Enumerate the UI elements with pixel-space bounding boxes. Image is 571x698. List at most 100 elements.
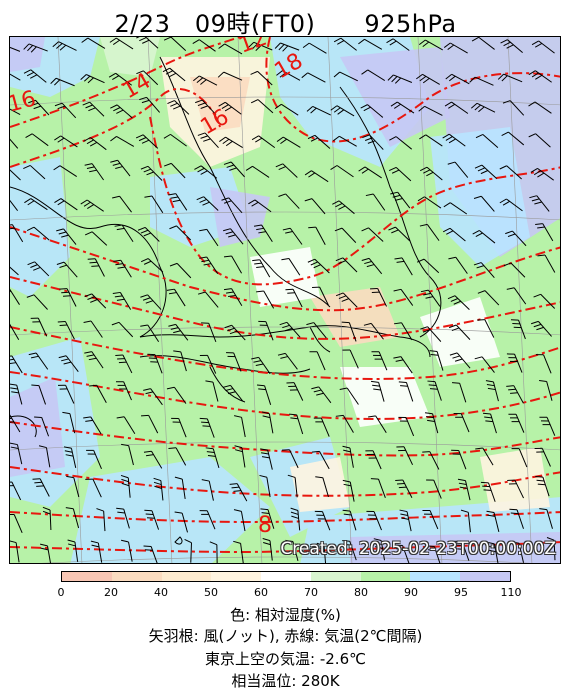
wind-barb — [301, 72, 326, 83]
wind-barb — [143, 450, 163, 469]
wind-barb — [223, 288, 243, 307]
wind-barb — [116, 416, 136, 434]
wind-barb — [218, 43, 243, 55]
wind-barb — [539, 380, 553, 401]
wind-barb — [419, 134, 443, 147]
colorbar-segment — [360, 572, 411, 581]
wind-barb — [219, 136, 243, 148]
isotherm-line — [10, 326, 560, 380]
wind-barb — [306, 105, 331, 116]
wind-barb — [473, 195, 495, 212]
wind-barb — [477, 319, 495, 338]
wind-barb — [528, 70, 552, 83]
isotherm-label: 8 — [258, 513, 272, 538]
wind-barb — [474, 164, 498, 179]
wind-barb — [57, 320, 75, 340]
isotherm-line — [265, 37, 560, 143]
longitude-line — [507, 37, 533, 563]
wind-barb — [81, 37, 106, 49]
wind-barb — [390, 101, 415, 114]
wind-barb — [111, 321, 134, 338]
wind-barb — [10, 69, 21, 81]
wind-barb — [205, 447, 220, 469]
wind-barb — [196, 196, 219, 211]
legend-wind-temp: 矢羽根: 風(ノット), 赤線: 気温(2℃間隔) — [148, 627, 423, 645]
colorbar-tick-label: 110 — [500, 586, 522, 599]
wind-barb — [25, 133, 49, 147]
wind-barb — [398, 381, 414, 402]
wind-barb — [419, 166, 443, 181]
wind-barb — [333, 37, 357, 51]
wind-barb — [141, 414, 159, 434]
wind-barb — [139, 96, 161, 113]
wind-barb — [279, 321, 301, 338]
latitude-line — [10, 211, 560, 221]
wind-barb — [394, 544, 410, 563]
wind-barb — [226, 352, 242, 372]
wind-barb — [30, 317, 48, 337]
wind-barb — [307, 134, 331, 149]
wind-barb — [485, 380, 499, 402]
wind-barb — [394, 257, 413, 276]
wind-barb — [500, 39, 523, 53]
wind-barb — [224, 324, 246, 341]
wind-barb — [195, 99, 217, 116]
wind-barb — [370, 287, 387, 307]
wind-barb — [174, 476, 186, 499]
wind-barb — [113, 259, 132, 278]
wind-barb — [314, 510, 331, 531]
wind-barb — [114, 224, 134, 243]
wind-barb — [460, 509, 471, 533]
wind-barb — [449, 352, 471, 369]
wind-barb — [62, 411, 76, 434]
coastline — [10, 186, 167, 338]
coastline — [10, 415, 37, 438]
wind-barb — [429, 350, 444, 371]
wind-barb — [248, 199, 272, 213]
wind-barb — [330, 165, 354, 178]
wind-barb — [168, 193, 188, 211]
latitude-line — [10, 96, 560, 106]
wind-barb — [10, 287, 20, 305]
wind-barb — [420, 289, 441, 307]
wind-barb — [169, 262, 192, 279]
coastline — [339, 86, 442, 338]
wind-barb — [84, 351, 104, 369]
wind-barb — [82, 101, 105, 117]
wind-barb — [393, 322, 413, 341]
wind-barb — [86, 449, 102, 470]
wind-barb — [335, 292, 358, 308]
wind-barb — [274, 42, 300, 52]
wind-barb — [486, 510, 500, 532]
wind-barb — [475, 134, 499, 149]
wind-barb — [115, 354, 133, 374]
colorbar-segment — [310, 572, 361, 581]
wind-barb — [52, 41, 77, 51]
wind-barb — [427, 380, 442, 401]
wind-barb — [229, 483, 248, 502]
wind-barb — [26, 226, 50, 241]
chart-title: 2/23 09時(FT0) 925hPa — [114, 10, 457, 38]
humidity-area — [420, 297, 500, 367]
isotherm-line — [10, 421, 560, 457]
wind-barb — [373, 538, 386, 561]
wind-barb — [388, 226, 411, 242]
wind-barb — [147, 353, 163, 374]
wind-barb — [361, 69, 386, 81]
wind-barb — [457, 478, 471, 501]
wind-barb — [511, 448, 528, 468]
wind-barb — [339, 387, 359, 405]
wind-barb — [83, 320, 103, 338]
wind-barb — [153, 477, 164, 501]
wind-barb — [120, 474, 131, 498]
wind-barb — [89, 384, 107, 404]
colorbar-tick-label: 95 — [454, 586, 468, 599]
wind-barb — [505, 230, 527, 247]
isotherm-line — [149, 116, 560, 286]
wind-barb — [144, 195, 164, 214]
wind-barb — [10, 224, 24, 243]
wind-barb — [290, 507, 301, 531]
wind-barb — [233, 509, 246, 532]
colorbar-segment — [111, 572, 162, 581]
wind-barb — [332, 135, 357, 147]
